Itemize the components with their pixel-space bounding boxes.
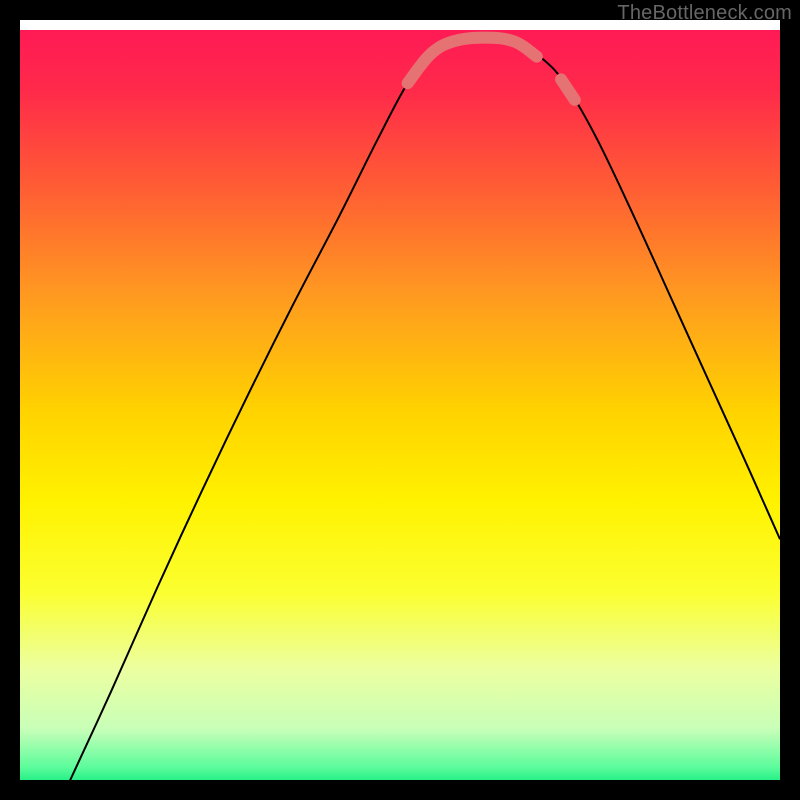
curve-highlight-dot xyxy=(561,79,575,100)
curve-layer xyxy=(20,30,780,790)
chart-frame: TheBottleneck.com xyxy=(0,0,800,800)
watermark-text: TheBottleneck.com xyxy=(617,2,792,25)
curve-v-curve xyxy=(66,38,780,790)
plot-area xyxy=(20,30,780,790)
curve-highlight-bottom xyxy=(408,38,537,84)
